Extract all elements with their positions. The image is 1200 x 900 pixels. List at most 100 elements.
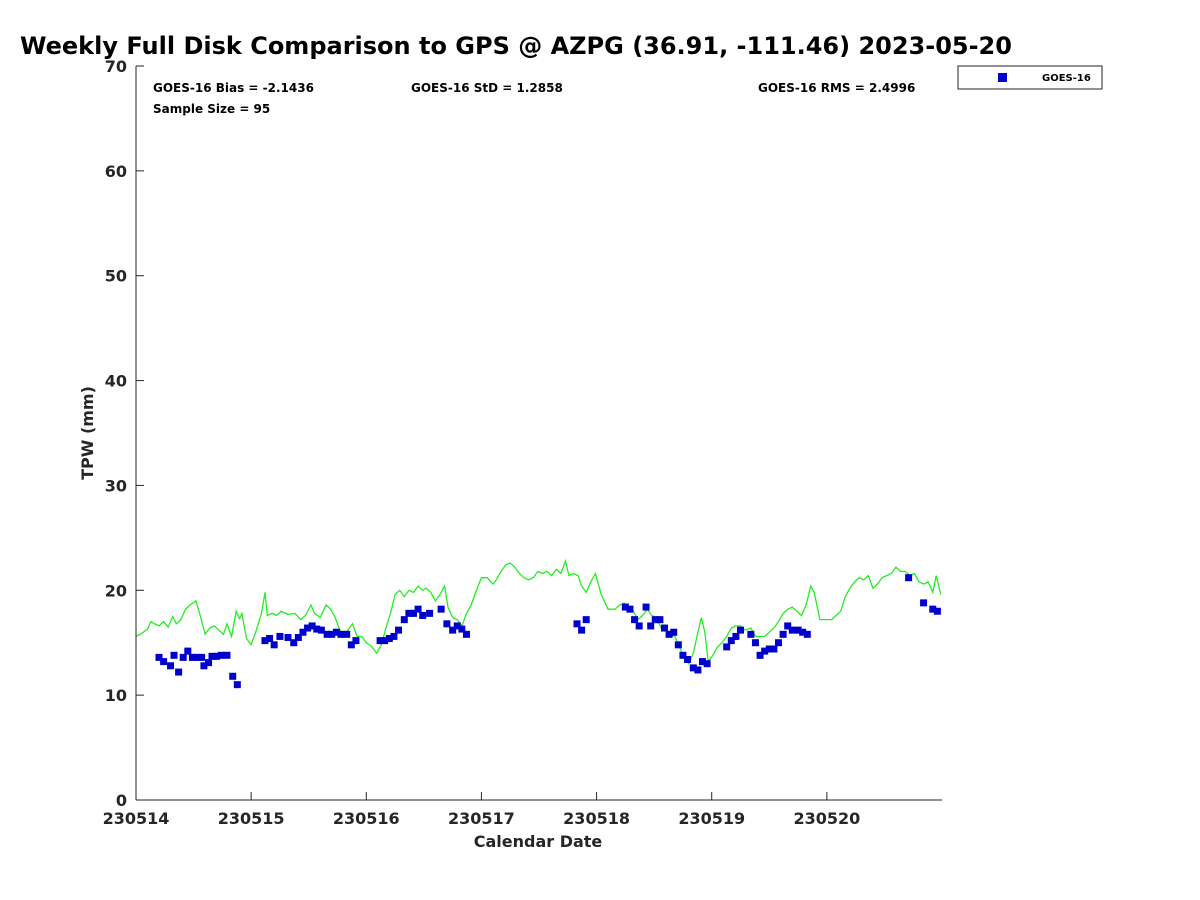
goes16-data-point	[905, 574, 913, 582]
y-tick-label: 50	[105, 267, 127, 286]
goes16-data-point	[656, 616, 664, 624]
goes16-data-point	[419, 611, 427, 619]
goes16-data-point	[284, 633, 292, 641]
goes16-data-point	[723, 643, 731, 651]
goes16-data-point	[651, 616, 659, 624]
goes16-data-point	[337, 630, 345, 638]
y-tick-label: 10	[105, 686, 127, 705]
goes16-data-point	[175, 668, 183, 676]
legend: GOES-16	[957, 65, 1103, 90]
goes16-data-point	[223, 651, 231, 659]
goes16-data-point	[737, 626, 744, 634]
goes16-data-point	[670, 628, 678, 636]
goes16-data-point	[756, 651, 764, 659]
goes16-data-point	[674, 641, 682, 649]
goes16-data-point	[414, 605, 422, 613]
goes16-data-point	[200, 662, 208, 670]
goes16-data-point	[751, 639, 759, 647]
goes16-data-point	[229, 672, 237, 680]
goes16-data-point	[261, 637, 269, 645]
y-tick-label: 70	[105, 57, 127, 76]
goes16-data-point	[661, 624, 669, 632]
goes16-data-point	[266, 635, 274, 643]
goes16-data-point	[390, 632, 398, 640]
goes16-data-point	[794, 626, 802, 634]
y-tick-label: 30	[105, 476, 127, 495]
goes16-data-point	[626, 605, 634, 613]
goes16-data-point	[453, 622, 461, 630]
goes16-data-point	[395, 626, 403, 634]
goes16-data-point	[694, 666, 702, 674]
goes16-data-point	[343, 630, 351, 638]
goes16-data-point	[703, 660, 711, 668]
goes16-data-point	[573, 620, 581, 628]
y-tick-label: 60	[105, 162, 127, 181]
x-axis-label: Calendar Date	[474, 832, 603, 851]
goes16-data-point	[426, 609, 434, 617]
goes16-data-point	[323, 630, 331, 638]
goes16-data-point	[208, 652, 216, 660]
goes16-data-point	[582, 616, 590, 624]
goes16-data-point	[774, 639, 782, 647]
goes16-data-point	[920, 599, 928, 607]
goes16-data-point	[679, 651, 687, 659]
goes16-data-point	[770, 645, 778, 653]
goes16-data-point	[578, 626, 586, 634]
goes16-data-point	[784, 622, 792, 630]
legend-label: GOES-16	[1042, 73, 1091, 84]
x-tick-label: 230519	[678, 809, 745, 828]
goes16-data-point	[458, 625, 466, 633]
x-tick-label: 230515	[218, 809, 285, 828]
goes16-data-point	[332, 628, 340, 636]
x-tick-label: 230514	[103, 809, 170, 828]
goes16-data-point	[198, 653, 206, 661]
series-layer	[135, 558, 942, 689]
goes16-data-point	[213, 652, 221, 660]
x-ticks: 230514 230515 230516 230517 230518 230519 2305…	[103, 792, 860, 828]
goes16-data-point	[317, 626, 325, 634]
goes16-data-point	[684, 655, 692, 663]
goes16-data-point	[449, 626, 457, 634]
goes16-data-point	[689, 664, 697, 672]
goes16-data-point	[732, 632, 740, 640]
plot-area	[136, 66, 942, 800]
goes16-data-point	[184, 647, 192, 655]
goes16-data-point	[376, 637, 384, 645]
goes16-data-point	[631, 616, 639, 624]
goes16-data-point	[294, 633, 302, 641]
goes16-data-point	[304, 624, 312, 632]
goes16-data-point	[167, 662, 175, 670]
y-axis-label: TPW (mm)	[78, 386, 97, 480]
legend-box	[957, 65, 1103, 90]
rms-stat: GOES-16 RMS = 2.4996	[758, 81, 915, 95]
goes16-data-point	[400, 616, 408, 624]
goes16-data-point	[290, 639, 298, 647]
goes16-data-point	[799, 628, 807, 636]
goes16-data-point	[462, 630, 470, 638]
goes16-data-point	[328, 630, 336, 638]
goes16-data-point	[270, 641, 278, 649]
goes16-data-point	[933, 607, 941, 615]
goes16-data-point	[779, 630, 787, 638]
goes16-data-point	[642, 603, 650, 611]
goes16-data-point	[621, 603, 629, 611]
goes16-data-point	[179, 653, 187, 661]
goes16-data-point	[665, 630, 673, 638]
goes16-data-point	[405, 609, 413, 617]
goes16-data-point	[205, 659, 213, 667]
goes16-data-point	[929, 605, 937, 613]
y-tick-label: 40	[105, 372, 127, 391]
goes16-data-point	[188, 653, 196, 661]
goes16-data-point	[299, 628, 307, 636]
goes16-data-point	[308, 622, 316, 630]
goes16-data-point	[647, 622, 655, 630]
goes16-data-point	[385, 635, 393, 643]
goes16-data-point	[699, 658, 707, 666]
goes16-data-point	[727, 637, 735, 645]
goes16-data-point	[160, 658, 168, 666]
sample-size-stat: Sample Size = 95	[153, 102, 270, 116]
goes16-data-point	[155, 653, 163, 661]
legend-marker-square	[998, 73, 1007, 82]
goes16-data-point	[747, 630, 755, 638]
